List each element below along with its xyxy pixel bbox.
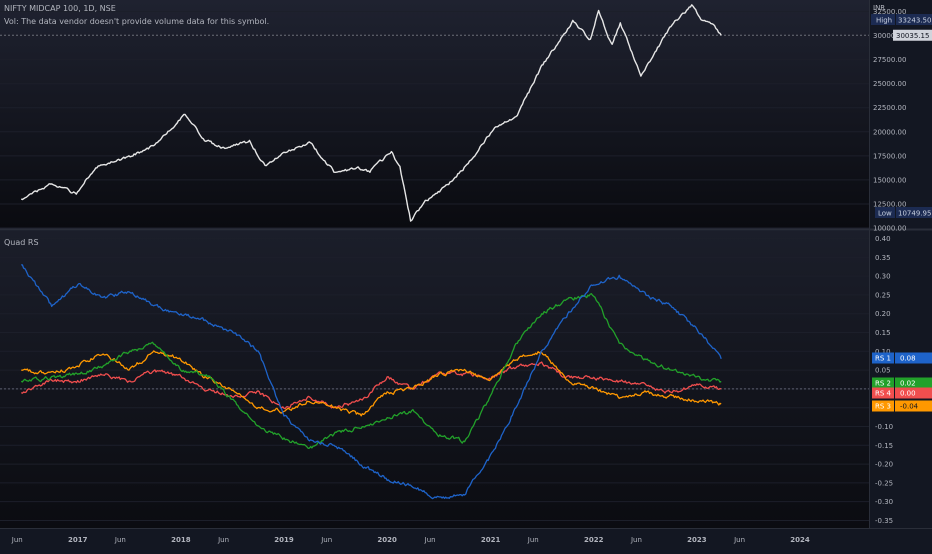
high-label: High <box>876 17 892 25</box>
time-axis-tick: 2019 <box>274 536 294 544</box>
rs-series <box>20 264 722 500</box>
rs-line-2 <box>20 293 722 450</box>
rs-line-1 <box>21 264 722 500</box>
price-axis-background <box>869 0 932 528</box>
low-value: 10749.95 <box>898 210 931 218</box>
low-label-box <box>875 207 895 218</box>
rs-tag-value-box <box>895 377 932 389</box>
price-axis-tick: 30000.00 <box>873 32 906 40</box>
low-tag: Low 10749.95 <box>875 207 932 218</box>
rs-tag-label-box <box>872 387 894 399</box>
rs-tag-label-box <box>872 400 894 412</box>
indicator-axis-tick: 0.25 <box>875 291 891 299</box>
indicator-axis-tick: -0.15 <box>875 442 893 450</box>
time-axis-tick: 2020 <box>377 536 397 544</box>
volume-note: Vol: The data vendor doesn't provide vol… <box>4 17 269 26</box>
rs-tag-value: 0.08 <box>900 355 916 363</box>
price-axis-tick: 22500.00 <box>873 104 906 112</box>
high-value-box <box>896 14 932 25</box>
high-tag: High 33243.50 <box>871 14 932 25</box>
rs-tag-label: RS 2 <box>875 380 891 388</box>
rs-tag-label: RS 4 <box>875 390 892 398</box>
rs-line-4 <box>20 361 722 410</box>
rs-tag-value: 0.02 <box>900 380 916 388</box>
time-axis-tick: 2018 <box>171 536 191 544</box>
price-axis-tick: 17500.00 <box>873 152 906 160</box>
price-axis-tick: 25000.00 <box>873 80 906 88</box>
time-axis-tick: Jun <box>114 536 126 544</box>
low-label: Low <box>878 210 892 218</box>
rs-line-3 <box>21 350 722 417</box>
price-series <box>20 4 722 222</box>
price-axis-tick: 12500.00 <box>873 200 906 208</box>
rs-tag-label-box <box>872 352 894 364</box>
price-axis-tick: 15000.00 <box>873 176 906 184</box>
last-price-value: 30035.15 <box>896 32 929 40</box>
price-grid <box>0 11 869 229</box>
indicator-axis-tick: -0.30 <box>875 498 893 506</box>
time-axis-tick: Jun <box>630 536 642 544</box>
rs-value-tags: RS 1 0.08 RS 2 0.02 RS 4 0.00 RS 3 -0.04 <box>872 352 932 412</box>
rs-tag-value-box <box>895 352 932 364</box>
time-axis-tick: 2024 <box>790 536 810 544</box>
time-axis-tick: Jun <box>733 536 745 544</box>
rs-tag-value-box <box>895 387 932 399</box>
indicator-axis-tick: 0.35 <box>875 254 891 262</box>
time-axis-tick: Jun <box>527 536 539 544</box>
indicator-grid <box>0 238 869 521</box>
time-axis[interactable]: Jun 2017 Jun 2018 Jun 2019 Jun 2020 Jun 2021 Jun 20… <box>11 536 810 544</box>
rs-tag-2: RS 2 0.02 <box>872 377 932 389</box>
high-label-box <box>871 14 895 25</box>
rs-tag-label: RS 1 <box>875 355 891 363</box>
price-axis-tick: 32500.00 <box>873 8 906 16</box>
indicator-axis-tick: -0.35 <box>875 517 893 525</box>
price-axis-tick: 10000.00 <box>873 225 906 233</box>
rs-tag-1: RS 1 0.08 <box>872 352 932 364</box>
indicator-axis-tick: 0.10 <box>875 348 891 356</box>
time-axis-tick: Jun <box>11 536 23 544</box>
time-axis-tick: 2022 <box>584 536 604 544</box>
time-axis-tick: Jun <box>320 536 332 544</box>
price-axis[interactable]: 32500.00 30000.00 27500.00 25000.00 22500.00… <box>873 8 906 232</box>
indicator-title: Quad RS <box>4 238 39 247</box>
last-price-box <box>893 29 932 41</box>
price-axis-tick: 20000.00 <box>873 128 906 136</box>
rs-tag-value: -0.04 <box>900 403 919 411</box>
indicator-axis-tick: -0.10 <box>875 423 893 431</box>
rs-tag-label-box <box>872 377 894 389</box>
rs-tag-label: RS 3 <box>875 403 891 411</box>
price-axis-tick: 27500.00 <box>873 56 906 64</box>
high-value: 33243.50 <box>898 17 931 25</box>
indicator-axis-tick: -0.20 <box>875 461 893 469</box>
symbol-title: NIFTY MIDCAP 100, 1D, NSE <box>4 4 116 13</box>
indicator-axis-tick: 0.40 <box>875 235 891 243</box>
rs-tag-value-box <box>895 400 932 412</box>
time-axis-tick: Jun <box>424 536 436 544</box>
time-axis-tick: 2017 <box>68 536 88 544</box>
rs-tag-3: RS 4 0.00 <box>872 387 932 399</box>
last-price-tag: 30035.15 <box>893 29 932 41</box>
currency-label: INR <box>873 4 885 12</box>
price-line <box>20 4 722 222</box>
indicator-pane-background <box>0 231 869 529</box>
indicator-axis-tick: -0.25 <box>875 479 893 487</box>
time-axis-tick: 2023 <box>687 536 707 544</box>
indicator-axis-tick: 0.30 <box>875 273 891 281</box>
time-axis-tick: Jun <box>217 536 229 544</box>
indicator-axis-tick: 0.05 <box>875 367 891 375</box>
time-axis-tick: 2021 <box>481 536 501 544</box>
indicator-axis-tick: 0.20 <box>875 310 891 318</box>
price-pane-background <box>0 0 869 228</box>
indicator-axis-tick: 0.15 <box>875 329 891 337</box>
low-value-box <box>896 207 932 218</box>
rs-tag-value: 0.00 <box>900 390 916 398</box>
rs-tag-4: RS 3 -0.04 <box>872 400 932 412</box>
